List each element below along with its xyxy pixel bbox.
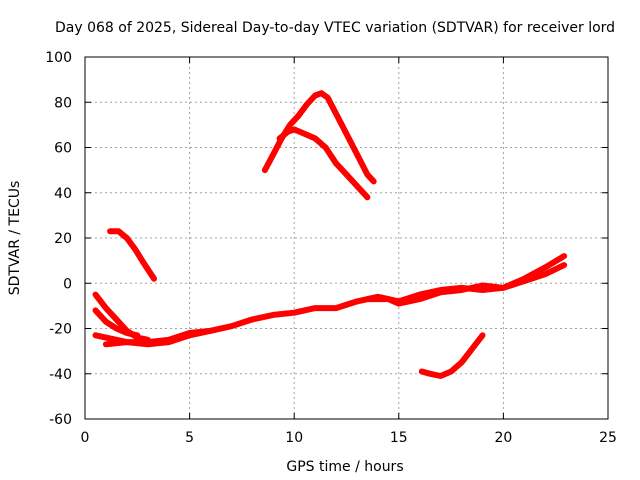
x-tick-label: 20 [494,430,512,446]
y-tick-label: 20 [54,231,72,247]
chart-title: Day 068 of 2025, Sidereal Day-to-day VTE… [55,20,615,36]
y-tick-label: 80 [54,95,72,111]
y-tick-label: -20 [49,322,72,338]
x-axis-label: GPS time / hours [286,459,403,475]
series-arc-8 [364,253,568,307]
y-tick-label: 100 [45,50,72,66]
series-arc-3 [276,126,371,201]
series-arc-1 [107,228,157,282]
y-tick-label: -60 [49,412,72,428]
series-arc-7 [102,327,214,348]
series-arc-5 [92,307,141,339]
x-tick-label: 15 [390,430,408,446]
series-arc-9 [418,332,486,379]
y-tick-label: 0 [63,276,72,292]
series-layer [92,90,568,379]
y-axis-label: SDTVAR / TECUs [7,181,23,296]
y-tick-label: 40 [54,186,72,202]
x-tick-label: 5 [185,430,194,446]
x-tick-label: 25 [599,430,617,446]
y-tick-label: -40 [49,367,72,383]
series-arc-4 [92,291,151,343]
x-tick-label: 10 [285,430,303,446]
ticks: 0 5 10 15 20 25 -60 -40 -20 0 20 40 60 80 100 [45,50,617,446]
x-tick-label: 0 [81,430,90,446]
y-tick-label: 60 [54,141,72,157]
